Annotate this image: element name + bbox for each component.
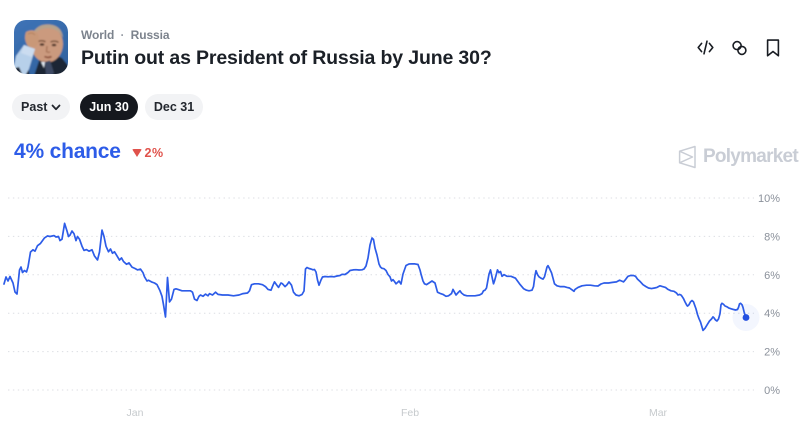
svg-text:8%: 8% bbox=[764, 231, 780, 243]
svg-text:6%: 6% bbox=[764, 270, 780, 282]
svg-text:10%: 10% bbox=[758, 193, 780, 205]
svg-text:Jan: Jan bbox=[127, 407, 144, 419]
svg-text:Feb: Feb bbox=[401, 407, 419, 419]
svg-text:2%: 2% bbox=[764, 347, 780, 359]
svg-text:Mar: Mar bbox=[649, 407, 668, 419]
svg-text:0%: 0% bbox=[764, 385, 780, 397]
svg-text:4%: 4% bbox=[764, 308, 780, 320]
